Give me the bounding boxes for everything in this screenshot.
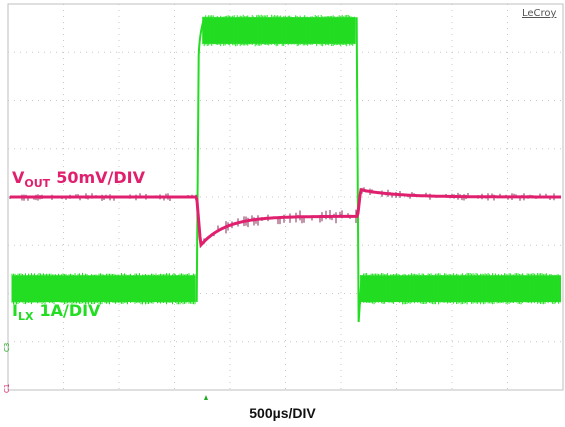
- channel-marker-c1: C1: [3, 384, 11, 393]
- ilx-label-sub: LX: [18, 310, 34, 323]
- vout-trace: [9, 187, 561, 249]
- ilx-ripple: [11, 272, 196, 305]
- ilx-scale: 1A/DIV: [39, 301, 101, 320]
- brand-label: LeCroy: [522, 8, 557, 19]
- vout-label-sub: OUT: [24, 177, 50, 190]
- vout-line: [10, 188, 561, 249]
- vout-label: VOUT 50mV/DIV: [12, 168, 146, 190]
- ilx-ripple: [202, 14, 355, 47]
- ilx-label: ILX 1A/DIV: [12, 301, 101, 323]
- trigger-marker: [204, 395, 208, 400]
- ilx-edges: [195, 16, 363, 323]
- channel-marker-c3: C3: [3, 343, 11, 352]
- vout-scale: 50mV/DIV: [56, 168, 145, 187]
- vout-label-main: V: [12, 168, 25, 187]
- channel-markers: C3 C1: [3, 343, 208, 400]
- oscilloscope-chart: LeCroy VOUT 50mV/DIV ILX 1A/DIV C3 C1: [3, 3, 564, 400]
- ilx-label-main: I: [12, 301, 18, 320]
- x-axis-label: 500µs/DIV: [249, 405, 316, 421]
- ilx-trace: [11, 14, 561, 323]
